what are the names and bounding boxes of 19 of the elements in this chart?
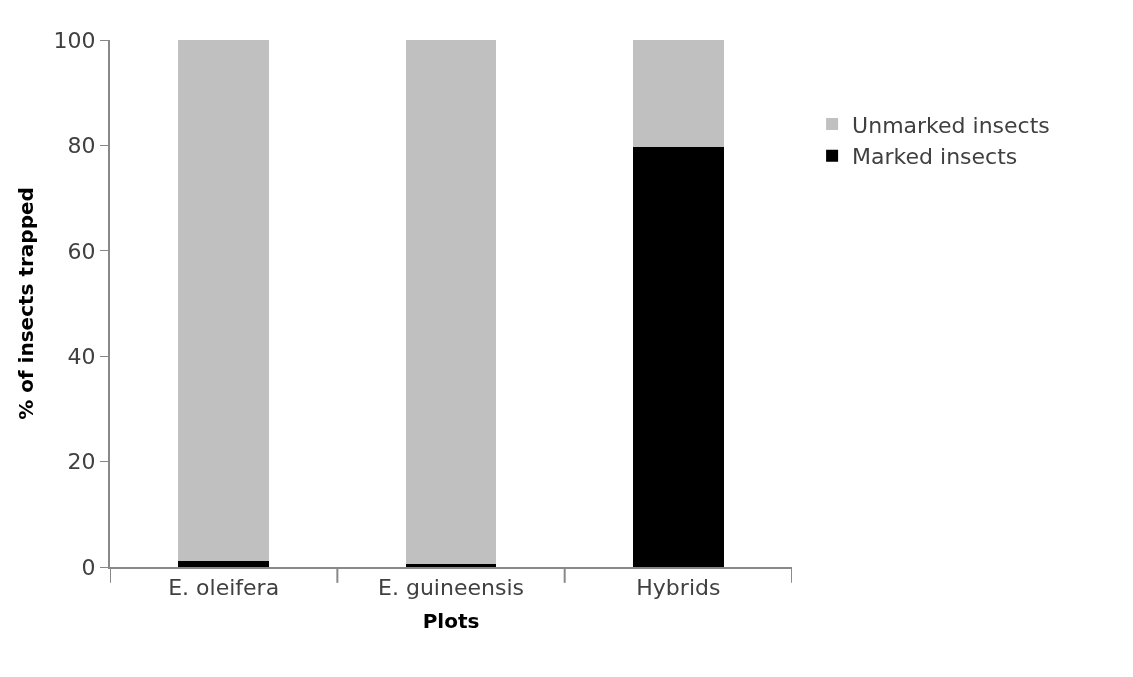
x-tick-label: Hybrids bbox=[636, 575, 721, 601]
y-tick-label: 100 bbox=[53, 27, 96, 53]
legend-label: Marked insects bbox=[852, 144, 1018, 170]
y-axis-title: % of insects trapped bbox=[13, 187, 38, 420]
bar bbox=[405, 40, 497, 564]
y-tick-label: 40 bbox=[67, 343, 96, 369]
legend-label: Unmarked insects bbox=[852, 112, 1050, 138]
x-tick-label: E. oleifera bbox=[168, 575, 280, 601]
y-tick-label: 0 bbox=[81, 554, 96, 580]
x-tick-label: E. guineensis bbox=[378, 575, 524, 601]
bar bbox=[178, 560, 270, 567]
bar bbox=[632, 40, 724, 147]
y-tick-label: 80 bbox=[67, 133, 96, 159]
bar bbox=[178, 40, 270, 561]
bar bbox=[405, 563, 497, 567]
bar bbox=[632, 146, 724, 567]
y-tick-label: 20 bbox=[67, 449, 96, 475]
y-tick-label: 60 bbox=[67, 238, 96, 264]
x-axis-title: Plots bbox=[422, 609, 480, 634]
